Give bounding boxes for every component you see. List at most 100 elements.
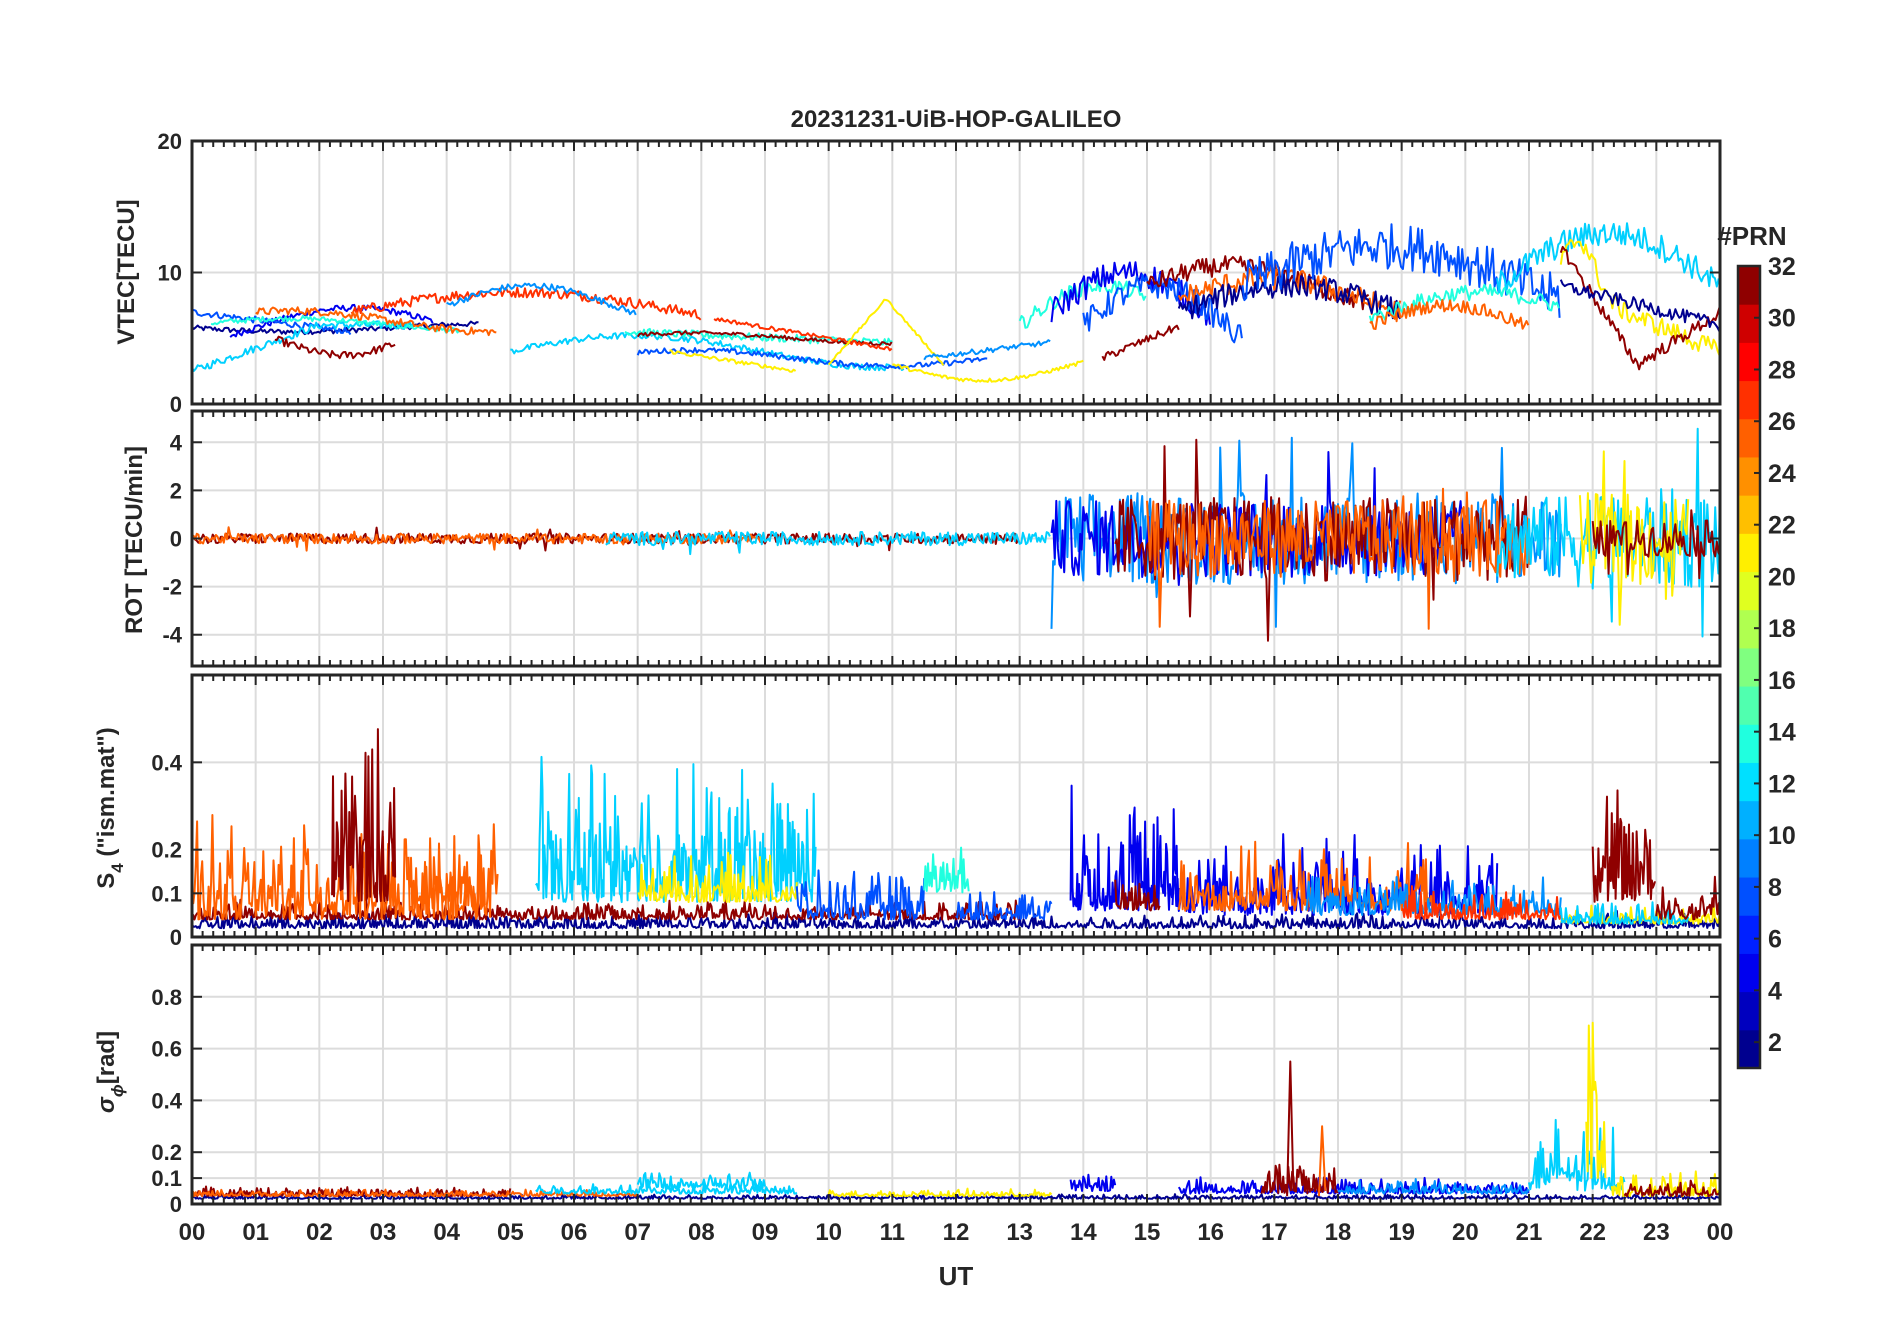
series-line [1578, 450, 1690, 626]
x-tick-label: 16 [1197, 1219, 1224, 1246]
colorbar-segment [1738, 877, 1760, 916]
x-tick-label: 17 [1261, 1219, 1288, 1246]
colorbar-segment [1738, 456, 1760, 496]
x-axis-label: UT [939, 1261, 974, 1291]
x-tick-label: 07 [624, 1219, 651, 1246]
x-tick-label: 14 [1070, 1219, 1097, 1246]
y-tick-label: -4 [162, 623, 182, 648]
series-line [1559, 238, 1721, 356]
y-tick-label: 0.2 [151, 1140, 182, 1165]
x-tick-label: 12 [943, 1219, 970, 1246]
series-line [1082, 273, 1243, 344]
x-tick-label: 10 [815, 1219, 842, 1246]
series-line [191, 898, 1021, 921]
x-tick-label: 09 [752, 1219, 779, 1246]
colorbar-segment [1738, 838, 1760, 878]
x-tick-label: 04 [433, 1219, 460, 1246]
series-line [923, 846, 970, 894]
series-line [1050, 451, 1467, 586]
colorbar-segment [1738, 762, 1760, 802]
series-line [1146, 487, 1530, 630]
series-line [1401, 885, 1562, 921]
x-tick-label: 05 [497, 1219, 524, 1246]
y-tick-label: 0.4 [151, 750, 182, 775]
y-tick-label: 0.1 [151, 881, 182, 906]
colorbar-tick-label: 30 [1768, 305, 1796, 333]
colorbar-tick-label: 10 [1768, 822, 1796, 850]
series-line [1496, 427, 1721, 638]
colorbar-tick-label: 4 [1768, 977, 1782, 1005]
colorbar-segment [1738, 418, 1760, 458]
series-line [795, 869, 926, 921]
series-line [1585, 1021, 1607, 1179]
colorbar-segment [1738, 724, 1760, 763]
series-line [636, 1171, 766, 1190]
colorbar-segment [1738, 991, 1760, 1031]
rot-ylabel: ROT [TECU/min] [121, 446, 148, 634]
colorbar-tick-label: 32 [1768, 253, 1796, 281]
y-tick-label: 0.2 [151, 838, 182, 863]
x-tick-label: 00 [179, 1219, 206, 1246]
s4-ticks [190, 673, 1722, 939]
series-line [1286, 1060, 1295, 1197]
x-tick-label: 22 [1579, 1219, 1606, 1246]
vtec-grid [192, 141, 1720, 404]
colorbar-segment [1738, 915, 1760, 954]
colorbar-tick-label: 24 [1768, 460, 1796, 488]
y-tick-label: 0.1 [151, 1166, 182, 1191]
series-line [1559, 279, 1721, 332]
series-line [1114, 879, 1161, 912]
series-line [331, 728, 397, 903]
series-line [191, 814, 499, 921]
colorbar-segment [1738, 571, 1760, 611]
series-line [923, 339, 1051, 361]
y-tick-label: 0.4 [151, 1088, 182, 1113]
y-tick-label: 10 [158, 261, 182, 286]
y-tick-label: 0.6 [151, 1037, 182, 1062]
colorbar-segment [1738, 800, 1760, 840]
rot-panel: -4 -2 0 2 4 ROT [TECU/min] [121, 409, 1722, 668]
colorbar-gradient [1736, 264, 1762, 1070]
series-line [274, 335, 396, 360]
y-tick-label: 0 [170, 1192, 182, 1217]
series-line [1496, 222, 1720, 294]
y-tick-label: 4 [170, 430, 183, 455]
series-line [637, 851, 798, 903]
x-tick-label: 03 [370, 1219, 397, 1246]
colorbar-tick-label: 12 [1768, 770, 1796, 798]
colorbar-title: #PRN [1717, 221, 1786, 251]
series-line [1591, 509, 1721, 580]
colorbar-segment [1738, 609, 1760, 649]
series-line [1591, 789, 1656, 903]
colorbar-tick-label: 26 [1768, 408, 1796, 436]
x-tick-label: 11 [880, 1219, 905, 1246]
series-line [669, 349, 797, 373]
colorbar-tick-label: 8 [1768, 874, 1782, 902]
y-tick-label: 0 [170, 527, 182, 552]
series-line [229, 303, 434, 338]
x-tick-label: 08 [688, 1219, 715, 1246]
colorbar-tick-label: 6 [1768, 926, 1782, 954]
series-line [827, 298, 945, 366]
vtec-lines [191, 222, 1721, 383]
s4-yticklabels: 0 0.1 0.2 0.4 [151, 750, 182, 950]
series-line [446, 282, 637, 316]
x-tick-label: 13 [1006, 1219, 1033, 1246]
series-line [1655, 875, 1721, 921]
rot-lines [191, 427, 1721, 642]
colorbar-segment [1738, 380, 1760, 420]
series-line [1528, 1118, 1626, 1192]
x-tick-label: 15 [1134, 1219, 1161, 1246]
colorbar-tick-label: 22 [1768, 512, 1796, 540]
vtec-yticklabels: 0 10 20 [158, 129, 182, 417]
colorbar-segment [1738, 953, 1760, 993]
colorbar-tick-label: 20 [1768, 563, 1796, 591]
colorbar-segment [1738, 266, 1760, 305]
colorbar-segment [1738, 1029, 1760, 1069]
series-line [605, 530, 1051, 556]
series-line [255, 306, 497, 337]
colorbar-segment [1738, 342, 1760, 382]
colorbar-tick-label: 28 [1768, 356, 1796, 384]
colorbar-tick-label: 18 [1768, 615, 1796, 643]
